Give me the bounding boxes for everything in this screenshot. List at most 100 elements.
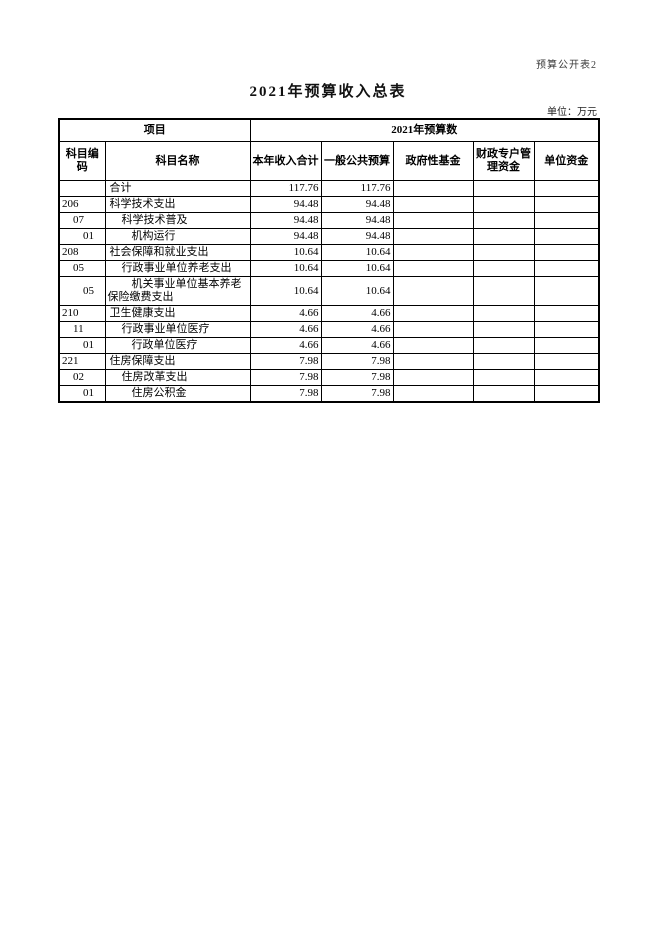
subject-name-cell: 卫生健康支出 — [104, 305, 251, 322]
subject-code-cell — [58, 180, 106, 197]
table-row: 11 行政事业单位医疗 4.66 4.66 — [58, 321, 600, 338]
subject-code-cell: 02 — [58, 369, 106, 386]
header-group-budget: 2021年预算数 — [249, 118, 600, 142]
fiscal-value-cell — [472, 337, 535, 354]
total-value-cell: 10.64 — [249, 276, 322, 306]
unit-value-cell — [533, 212, 600, 229]
gov-fund-value-cell — [392, 369, 474, 386]
subject-name-cell: 科学技术支出 — [104, 196, 251, 213]
subject-code-cell: 206 — [58, 196, 106, 213]
budget-revenue-table: 项目 2021年预算数 科目编码 科目名称 本年收入合计 一般公共预算 政府性基… — [58, 118, 601, 403]
corner-table-label: 预算公开表2 — [536, 60, 597, 71]
fiscal-value-cell — [472, 369, 535, 386]
fiscal-value-cell — [472, 196, 535, 213]
subject-name-cell: 机关事业单位基本养老保险缴费支出 — [104, 276, 251, 306]
col-header-year-total: 本年收入合计 — [249, 141, 322, 181]
subject-code-cell: 01 — [58, 228, 106, 245]
gov-fund-value-cell — [392, 260, 474, 277]
gov-fund-value-cell — [392, 228, 474, 245]
fiscal-value-cell — [472, 260, 535, 277]
total-value-cell: 4.66 — [249, 337, 322, 354]
table-body: 合计 117.76 117.76 206 科学技术支出 94.48 94.48 07 科学技术普… — [58, 180, 600, 403]
subject-code-cell: 07 — [58, 212, 106, 229]
subject-code-cell: 210 — [58, 305, 106, 322]
table-row: 206 科学技术支出 94.48 94.48 — [58, 196, 600, 213]
total-value-cell: 4.66 — [249, 321, 322, 338]
fiscal-value-cell — [472, 228, 535, 245]
gov-fund-value-cell — [392, 337, 474, 354]
subject-name-cell: 行政事业单位养老支出 — [104, 260, 251, 277]
header-group-item: 项目 — [58, 118, 251, 142]
unit-value-cell — [533, 244, 600, 261]
general-value-cell: 94.48 — [320, 212, 394, 229]
col-header-unit-funds: 单位资金 — [533, 141, 600, 181]
col-header-government-fund: 政府性基金 — [392, 141, 474, 181]
general-value-cell: 94.48 — [320, 196, 394, 213]
fiscal-value-cell — [472, 180, 535, 197]
unit-value-cell — [533, 180, 600, 197]
subject-name-cell: 住房改革支出 — [104, 369, 251, 386]
table-row: 07 科学技术普及 94.48 94.48 — [58, 212, 600, 229]
subject-code-cell: 11 — [58, 321, 106, 338]
table-row: 01 行政单位医疗 4.66 4.66 — [58, 337, 600, 354]
gov-fund-value-cell — [392, 385, 474, 403]
fiscal-value-cell — [472, 385, 535, 403]
subject-code-cell: 05 — [58, 276, 106, 306]
general-value-cell: 7.98 — [320, 369, 394, 386]
header-columns-row: 科目编码 科目名称 本年收入合计 一般公共预算 政府性基金 财政专户管理资金 单… — [58, 141, 600, 181]
table-row: 05 行政事业单位养老支出 10.64 10.64 — [58, 260, 600, 277]
gov-fund-value-cell — [392, 212, 474, 229]
table-header: 项目 2021年预算数 科目编码 科目名称 本年收入合计 一般公共预算 政府性基… — [58, 118, 600, 181]
total-value-cell: 94.48 — [249, 228, 322, 245]
subject-code-cell: 01 — [58, 385, 106, 403]
unit-value-cell — [533, 228, 600, 245]
col-header-general-public-budget: 一般公共预算 — [320, 141, 394, 181]
unit-value-cell — [533, 369, 600, 386]
table-row: 05 机关事业单位基本养老保险缴费支出 10.64 10.64 — [58, 276, 600, 306]
subject-name-cell: 科学技术普及 — [104, 212, 251, 229]
total-value-cell: 4.66 — [249, 305, 322, 322]
subject-code-cell: 221 — [58, 353, 106, 370]
subject-name-cell: 行政事业单位医疗 — [104, 321, 251, 338]
subject-code-cell: 05 — [58, 260, 106, 277]
general-value-cell: 7.98 — [320, 385, 394, 403]
total-value-cell: 7.98 — [249, 353, 322, 370]
subject-name-cell: 住房公积金 — [104, 385, 251, 403]
general-value-cell: 117.76 — [320, 180, 394, 197]
table-row: 210 卫生健康支出 4.66 4.66 — [58, 305, 600, 322]
unit-value-cell — [533, 276, 600, 306]
unit-value-cell — [533, 260, 600, 277]
subject-code-cell: 01 — [58, 337, 106, 354]
general-value-cell: 4.66 — [320, 321, 394, 338]
gov-fund-value-cell — [392, 196, 474, 213]
general-value-cell: 10.64 — [320, 244, 394, 261]
fiscal-value-cell — [472, 305, 535, 322]
fiscal-value-cell — [472, 321, 535, 338]
unit-value-cell — [533, 353, 600, 370]
header-group-row: 项目 2021年预算数 — [58, 118, 600, 142]
subject-name-cell: 住房保障支出 — [104, 353, 251, 370]
gov-fund-value-cell — [392, 244, 474, 261]
general-value-cell: 10.64 — [320, 260, 394, 277]
page-title: 2021年预算收入总表 — [249, 84, 407, 100]
col-header-fiscal-special-account: 财政专户管理资金 — [472, 141, 535, 181]
table-row: 01 机构运行 94.48 94.48 — [58, 228, 600, 245]
subject-name-cell: 机构运行 — [104, 228, 251, 245]
table-row: 221 住房保障支出 7.98 7.98 — [58, 353, 600, 370]
total-value-cell: 94.48 — [249, 212, 322, 229]
subject-code-cell: 208 — [58, 244, 106, 261]
gov-fund-value-cell — [392, 180, 474, 197]
general-value-cell: 94.48 — [320, 228, 394, 245]
col-header-subject-code: 科目编码 — [58, 141, 106, 181]
fiscal-value-cell — [472, 244, 535, 261]
col-header-subject-name: 科目名称 — [104, 141, 251, 181]
total-value-cell: 10.64 — [249, 260, 322, 277]
gov-fund-value-cell — [392, 321, 474, 338]
fiscal-value-cell — [472, 353, 535, 370]
total-value-cell: 94.48 — [249, 196, 322, 213]
total-value-cell: 7.98 — [249, 385, 322, 403]
general-value-cell: 4.66 — [320, 337, 394, 354]
subject-name-cell: 社会保障和就业支出 — [104, 244, 251, 261]
subject-name-cell: 合计 — [104, 180, 251, 197]
